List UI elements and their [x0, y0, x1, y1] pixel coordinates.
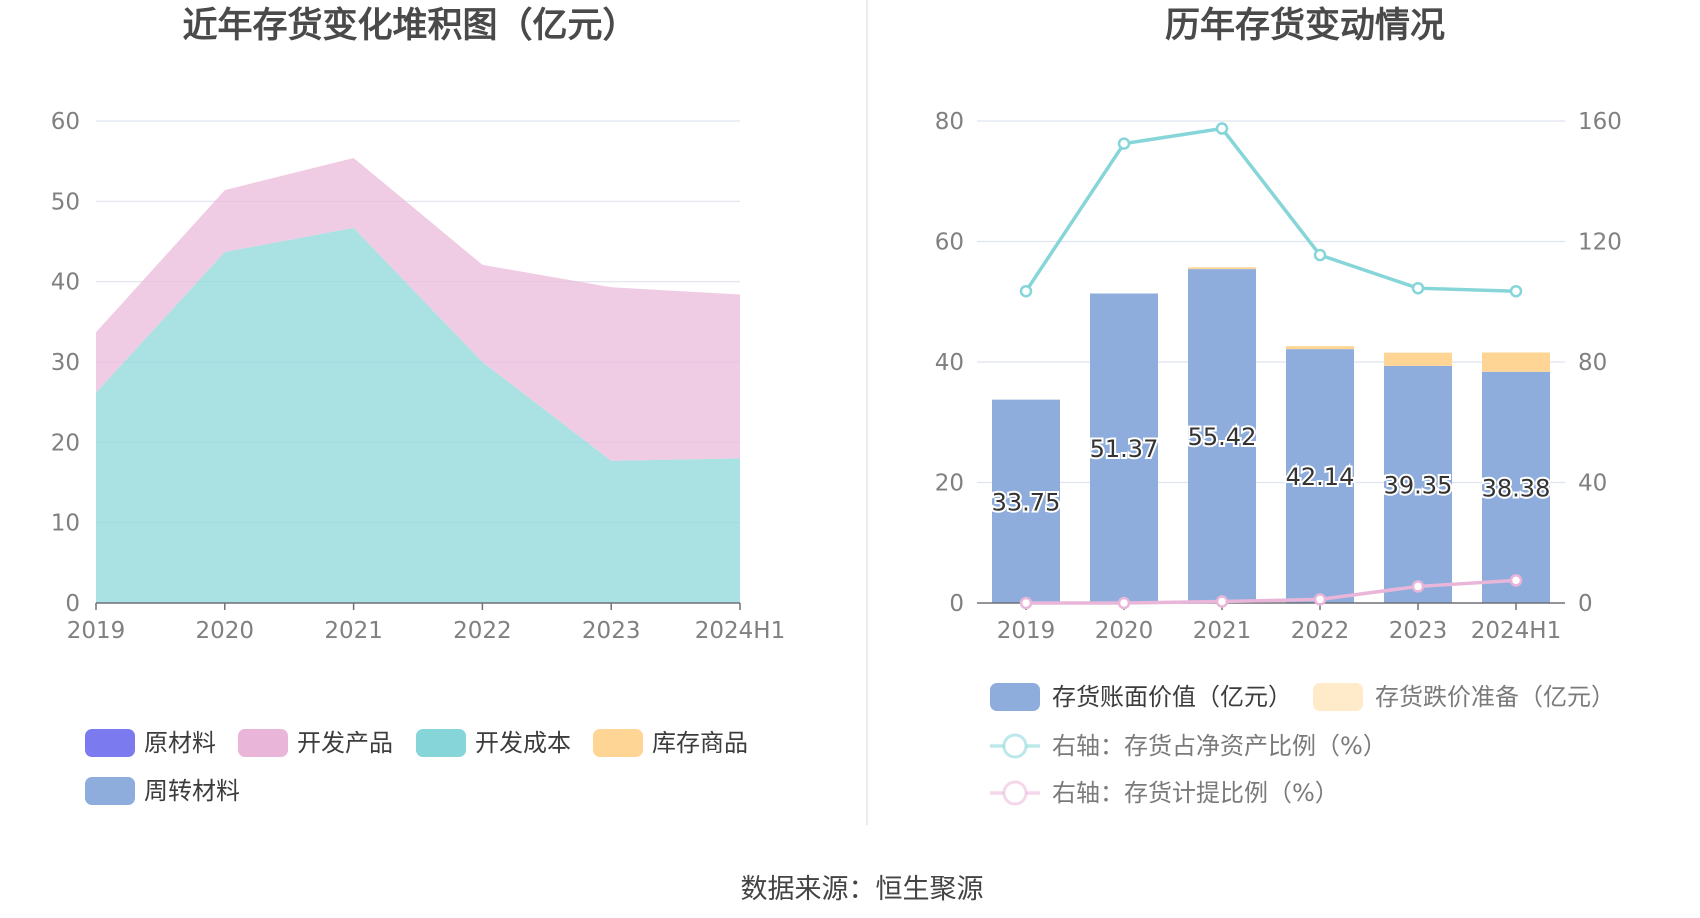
right-y-tick-label: 160 [1578, 109, 1622, 135]
legend-label: 开发产品 [297, 729, 393, 757]
line-point [1313, 593, 1327, 606]
bar-book-value [1188, 269, 1256, 603]
left-y-tick-label: 60 [935, 230, 964, 256]
x-tick-label: 2020 [196, 618, 255, 644]
bar-impairment [1188, 267, 1256, 270]
legend-label: 右轴：存货计提比例（%） [1052, 779, 1339, 807]
legend-label: 开发成本 [475, 729, 571, 757]
bar-line-chart: 历年存货变动情况 0 20 40 60 80 0 40 80 120 160 2019 2020 202… [935, 6, 1622, 807]
legend-swatch [238, 729, 288, 757]
y-tick-label: 50 [51, 189, 80, 215]
legend-label: 库存商品 [652, 729, 748, 757]
x-tick-label: 2022 [1291, 618, 1350, 644]
line-point [1117, 596, 1131, 610]
bar-data-label: 33.75 [992, 488, 1061, 516]
bar-book-value [1384, 365, 1452, 603]
bar-book-value [1482, 371, 1550, 603]
bar-impairment [1384, 352, 1452, 366]
right-y-tick-label: 120 [1578, 230, 1622, 256]
bar-book-value [1090, 293, 1158, 603]
legend-label: 存货跌价准备（亿元） [1375, 683, 1615, 711]
left-y-tick-label: 80 [935, 109, 964, 135]
right-y-tick-label: 0 [1578, 591, 1593, 617]
line-point [1509, 284, 1523, 298]
y-tick-label: 20 [51, 430, 80, 456]
left-chart-title: 近年存货变化堆积图（亿元） [182, 6, 637, 46]
legend-swatch [85, 729, 135, 757]
left-y-tick-label: 40 [935, 350, 964, 376]
bar-data-label: 42.14 [1286, 463, 1355, 491]
bar-impairment [1482, 352, 1550, 372]
legend-line-marker [1002, 733, 1028, 759]
line-point [1411, 580, 1425, 593]
bar-data-label: 39.35 [1384, 471, 1453, 499]
x-tick-label: 2021 [1193, 618, 1252, 644]
legend-label: 存货账面价值（亿元） [1052, 683, 1292, 711]
x-tick-label: 2023 [1389, 618, 1448, 644]
line-point [1215, 122, 1229, 135]
x-tick-label: 2022 [453, 618, 512, 644]
x-tick-label: 2024H1 [695, 618, 785, 644]
bar-data-label: 55.42 [1188, 423, 1257, 451]
y-tick-label: 40 [51, 270, 80, 296]
bar-data-label: 38.38 [1482, 474, 1551, 502]
y-tick-label: 0 [65, 591, 80, 617]
line-point [1019, 596, 1033, 610]
line-point [1215, 595, 1229, 608]
line-point [1313, 248, 1327, 262]
legend-swatch [1313, 683, 1363, 711]
legend-swatch [85, 777, 135, 805]
bar-impairment [1286, 346, 1354, 350]
area-band [96, 157, 740, 461]
legend-label: 原材料 [144, 729, 216, 757]
y-tick-label: 10 [51, 511, 80, 537]
x-tick-label: 2021 [324, 618, 383, 644]
x-tick-label: 2024H1 [1471, 618, 1561, 644]
y-tick-label: 60 [51, 109, 80, 135]
x-tick-label: 2023 [582, 618, 641, 644]
bar-book-value [992, 399, 1060, 603]
x-tick-label: 2019 [997, 618, 1056, 644]
legend-swatch [416, 729, 466, 757]
y-tick-label: 30 [51, 350, 80, 376]
legend-label: 右轴：存货占净资产比例（%） [1052, 732, 1387, 760]
line-point [1019, 284, 1033, 298]
legend-swatch [990, 683, 1040, 711]
line-provision-ratio [1026, 578, 1517, 605]
line-ratio-net-assets [1024, 126, 1517, 293]
left-y-tick-label: 0 [949, 591, 964, 617]
area-band [96, 227, 740, 604]
legend-line-marker [1002, 780, 1028, 806]
legend-label: 周转材料 [144, 777, 240, 805]
right-y-tick-label: 80 [1578, 350, 1607, 376]
line-point [1117, 137, 1131, 150]
left-y-tick-label: 20 [935, 471, 964, 497]
line-point [1509, 574, 1523, 587]
x-tick-label: 2020 [1095, 618, 1154, 644]
legend-swatch [593, 729, 643, 757]
right-y-tick-label: 40 [1578, 471, 1607, 497]
x-tick-label: 2019 [67, 618, 126, 644]
bar-data-label: 51.37 [1090, 435, 1159, 463]
stacked-area-chart: 近年存货变化堆积图（亿元） 0 10 20 30 40 50 60 2019 2020 2021 2… [51, 6, 785, 805]
right-chart-title: 历年存货变动情况 [1165, 6, 1445, 46]
bar-book-value [1286, 349, 1354, 603]
line-point [1411, 281, 1425, 295]
data-source: 数据来源：恒生聚源 [741, 874, 984, 905]
